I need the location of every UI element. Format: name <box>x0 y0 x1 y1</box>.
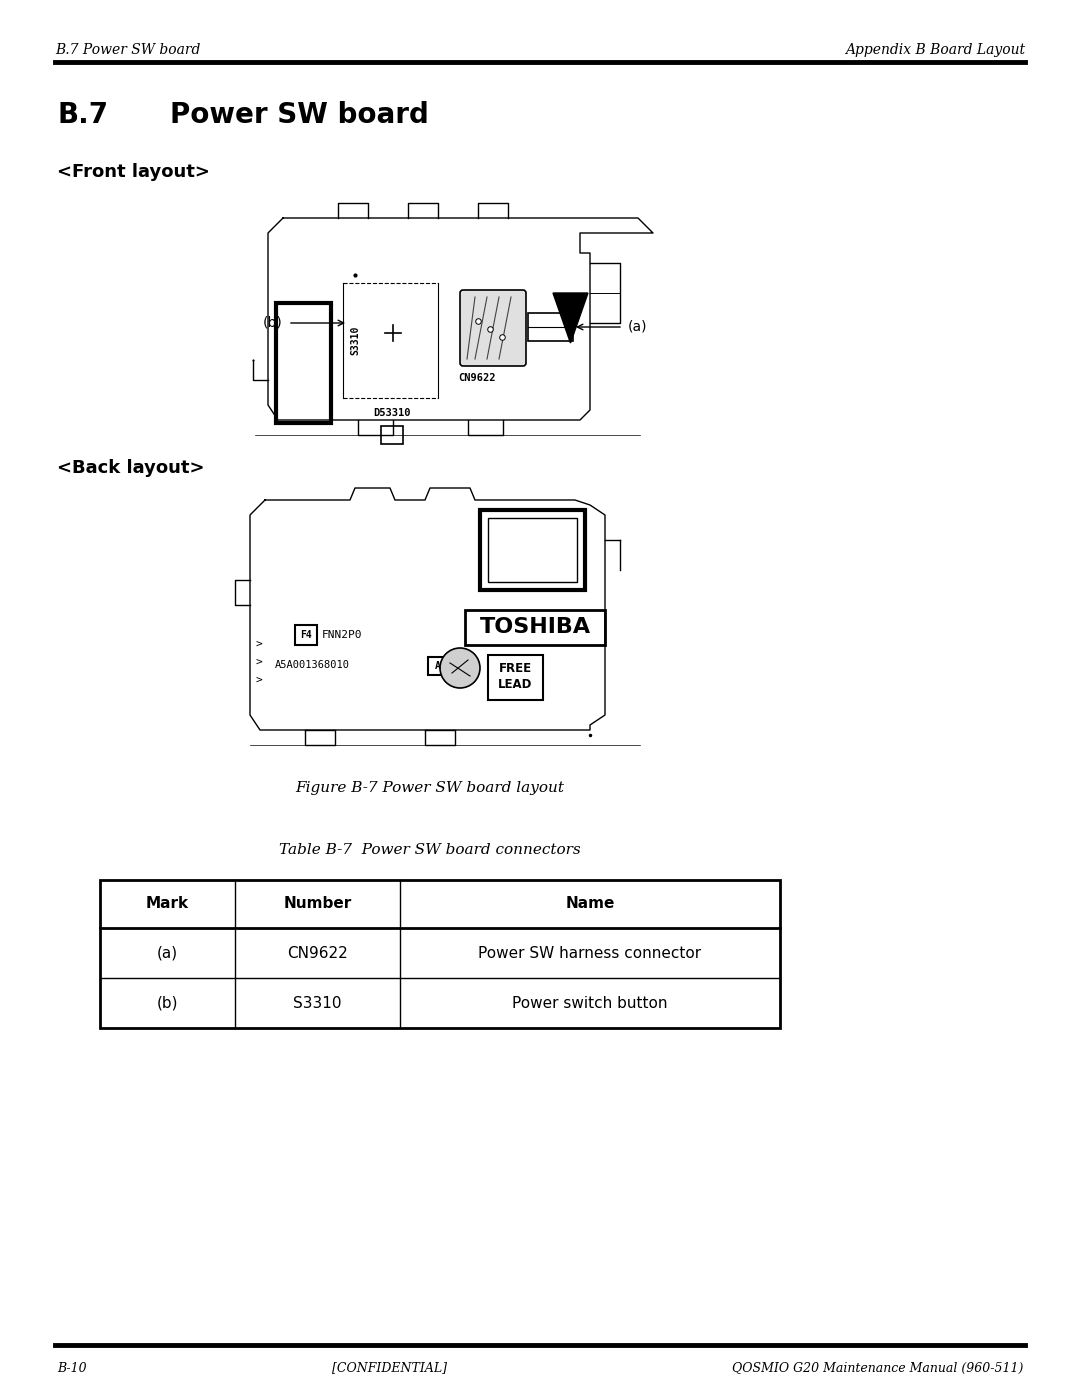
Bar <box>465 610 605 645</box>
Text: (a): (a) <box>627 320 648 334</box>
Text: Mark: Mark <box>146 897 189 911</box>
Text: [CONFIDENTIAL]: [CONFIDENTIAL] <box>333 1362 447 1375</box>
Text: Name: Name <box>565 897 615 911</box>
Text: <Back layout>: <Back layout> <box>57 460 204 476</box>
Text: QOSMIO G20 Maintenance Manual (960-511): QOSMIO G20 Maintenance Manual (960-511) <box>731 1362 1023 1375</box>
Text: FREE: FREE <box>499 662 531 676</box>
Text: >: > <box>255 640 261 650</box>
Text: B.7 Power SW board: B.7 Power SW board <box>55 43 201 57</box>
Polygon shape <box>553 293 588 344</box>
Text: Figure B-7 Power SW board layout: Figure B-7 Power SW board layout <box>296 781 565 795</box>
Text: CN9622: CN9622 <box>287 946 348 961</box>
Text: B-10: B-10 <box>57 1362 86 1375</box>
Bar <box>480 510 585 590</box>
Text: Power switch button: Power switch button <box>512 996 667 1010</box>
Text: Power SW harness connector: Power SW harness connector <box>478 946 702 961</box>
Text: FNN2P0: FNN2P0 <box>322 630 363 640</box>
Text: (b): (b) <box>264 316 283 330</box>
Text: Appendix B Board Layout: Appendix B Board Layout <box>845 43 1025 57</box>
Text: S3310: S3310 <box>294 996 341 1010</box>
Text: CN9622: CN9622 <box>458 373 496 383</box>
Text: Table B-7  Power SW board connectors: Table B-7 Power SW board connectors <box>279 842 581 856</box>
Bar <box>276 303 330 423</box>
Text: F4: F4 <box>300 630 312 640</box>
Text: TOSHIBA: TOSHIBA <box>480 617 591 637</box>
Bar <box>488 518 577 583</box>
Bar <box>381 426 403 444</box>
Text: LEAD: LEAD <box>498 679 532 692</box>
Text: Power SW board: Power SW board <box>170 101 429 129</box>
Bar <box>295 624 318 645</box>
Text: >: > <box>255 658 261 668</box>
Circle shape <box>440 648 480 687</box>
Text: (b): (b) <box>157 996 178 1010</box>
Text: >: > <box>255 676 261 686</box>
Text: S3310: S3310 <box>350 326 360 355</box>
FancyBboxPatch shape <box>460 291 526 366</box>
Text: <Front layout>: <Front layout> <box>57 163 210 182</box>
Bar <box>528 313 573 341</box>
Text: Number: Number <box>283 897 352 911</box>
Text: A5A001368010: A5A001368010 <box>275 659 350 671</box>
Text: (a): (a) <box>157 946 178 961</box>
Text: D53310: D53310 <box>373 408 410 418</box>
Bar <box>428 657 448 675</box>
Text: A: A <box>435 661 441 671</box>
Text: B.7: B.7 <box>57 101 108 129</box>
Bar <box>488 655 543 700</box>
Bar <box>100 880 780 1028</box>
